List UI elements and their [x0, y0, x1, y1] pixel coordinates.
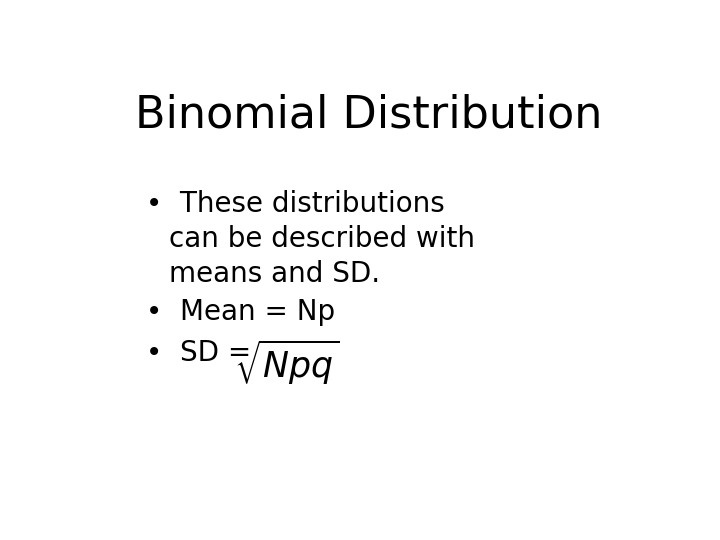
- Text: •  Mean = Np: • Mean = Np: [145, 298, 335, 326]
- Text: •  SD =: • SD =: [145, 339, 260, 367]
- Text: means and SD.: means and SD.: [169, 260, 380, 288]
- Text: •  These distributions: • These distributions: [145, 190, 444, 218]
- Text: Binomial Distribution: Binomial Distribution: [135, 94, 603, 137]
- Text: $\sqrt{Npq}$: $\sqrt{Npq}$: [234, 338, 339, 387]
- Text: can be described with: can be described with: [169, 225, 475, 253]
